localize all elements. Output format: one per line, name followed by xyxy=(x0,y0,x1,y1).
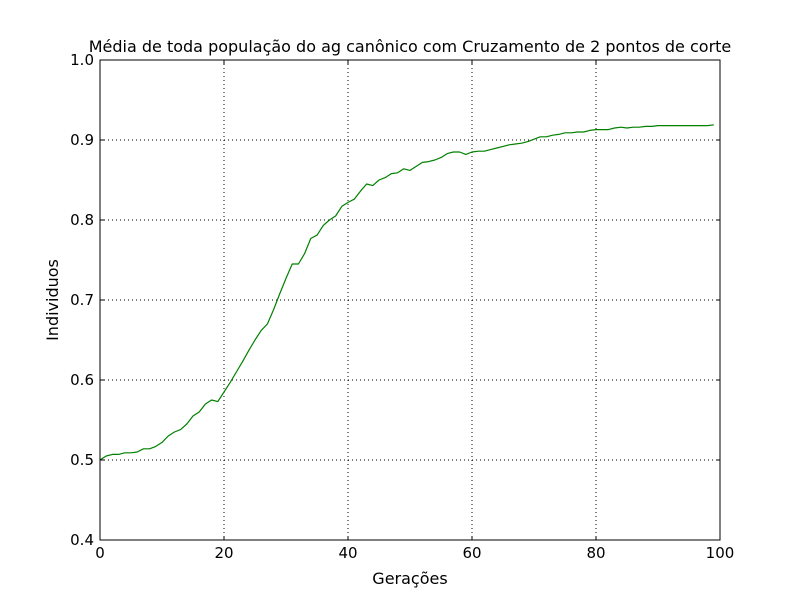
x-tick-label: 0 xyxy=(95,544,105,562)
y-tick-label: 0.6 xyxy=(70,371,94,389)
data-series xyxy=(99,124,714,461)
x-tick-label: 20 xyxy=(214,544,233,562)
x-axis-label: Gerações xyxy=(372,569,447,588)
x-tick-label: 80 xyxy=(586,544,605,562)
x-tick-label: 60 xyxy=(462,544,481,562)
y-tick-label: 1.0 xyxy=(70,51,94,69)
series-line xyxy=(99,124,714,461)
y-tick-label: 0.8 xyxy=(70,211,94,229)
y-axis-label: Individuos xyxy=(43,259,62,341)
axis-ticks: 0 20 40 60 80 100 0.4 0.5 0.6 0.7 0.8 0.9 1.0 xyxy=(70,51,734,562)
chart-title: Média de toda população do ag canônico c… xyxy=(89,37,732,56)
y-tick-label: 0.4 xyxy=(70,531,94,549)
x-tick-label: 100 xyxy=(706,544,735,562)
y-tick-label: 0.5 xyxy=(70,451,94,469)
y-tick-label: 0.9 xyxy=(70,131,94,149)
x-tick-label: 40 xyxy=(338,544,357,562)
y-tick-label: 0.7 xyxy=(70,291,94,309)
